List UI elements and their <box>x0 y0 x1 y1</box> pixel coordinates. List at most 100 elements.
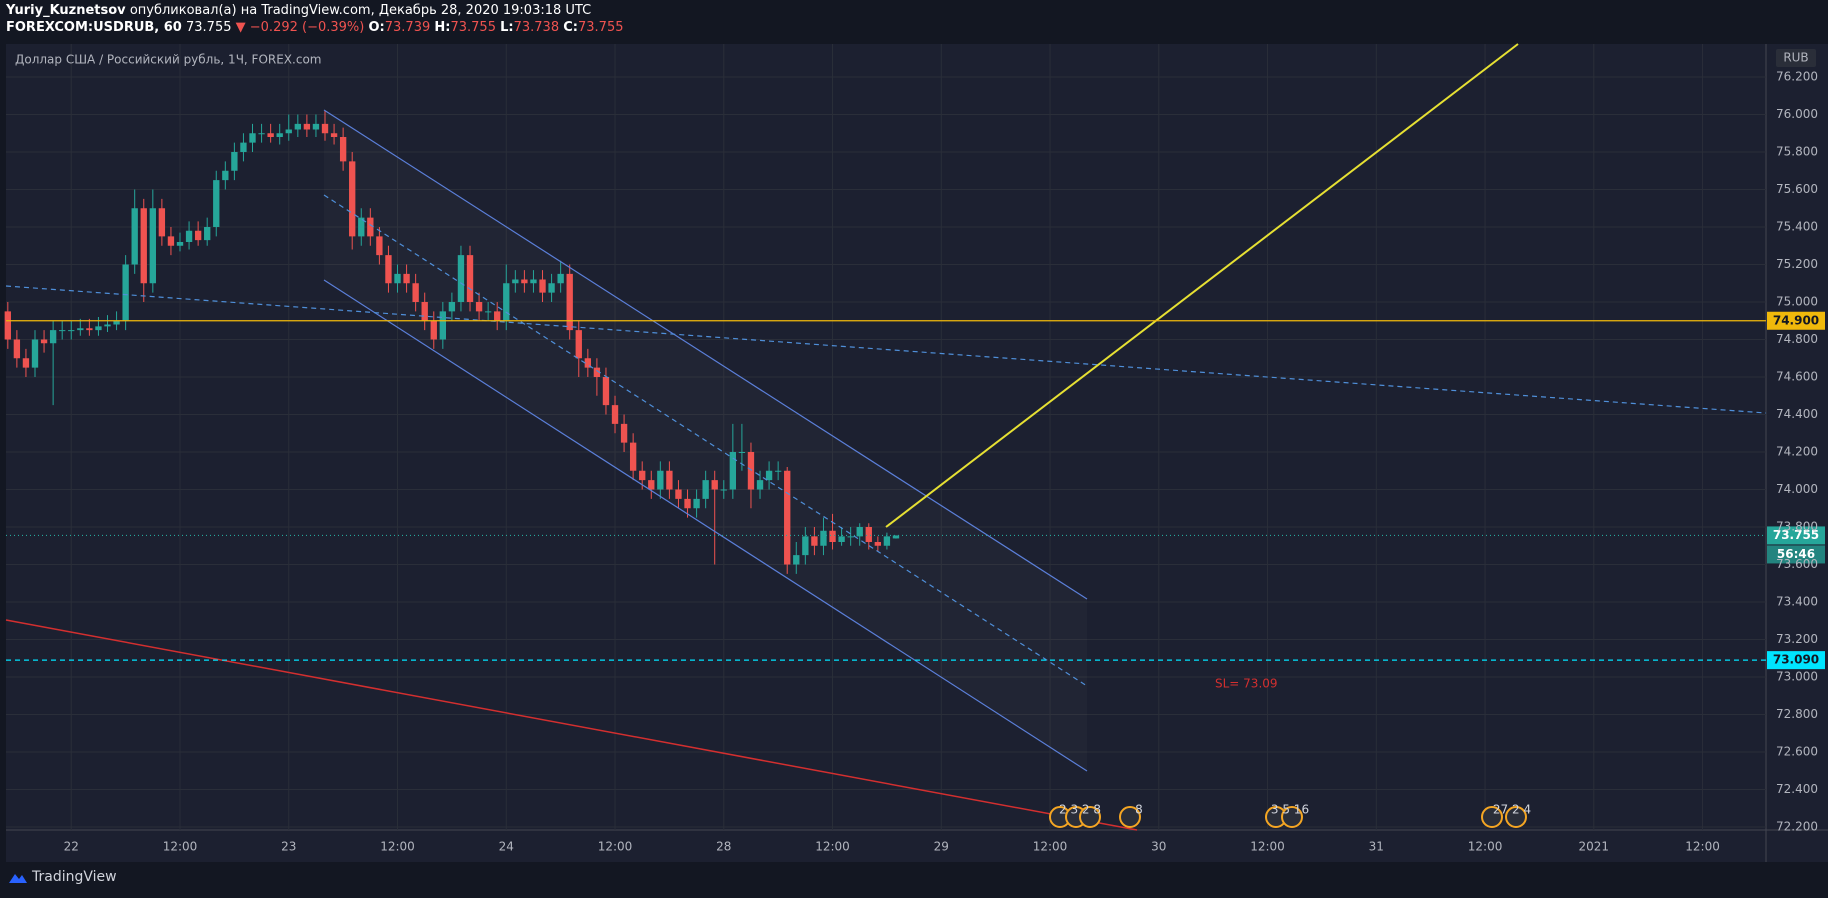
y-tick-label: 75.200 <box>1776 257 1818 271</box>
candle-body <box>430 320 437 340</box>
ohlc-value: 73.738 <box>513 20 560 35</box>
candle-body <box>575 330 582 359</box>
price-tag-label: 73.755 <box>1773 528 1819 542</box>
candle-body <box>648 480 655 490</box>
x-tick-label: 12:00 <box>163 840 198 854</box>
candle-body <box>403 273 410 284</box>
event-count: 3 5 16 <box>1271 803 1309 817</box>
candle-body <box>349 161 356 237</box>
candle-body <box>303 123 311 130</box>
candle-body <box>321 123 329 134</box>
candle-body <box>738 452 746 453</box>
candle-body <box>892 535 900 539</box>
candle-body <box>412 283 419 302</box>
y-tick-label: 73.600 <box>1776 557 1818 571</box>
candle-body <box>539 279 546 293</box>
candle-body <box>811 536 818 546</box>
logo-shape <box>9 874 27 883</box>
y-tick-label: 75.600 <box>1776 182 1818 196</box>
annotation: SL= 73.09 <box>1215 677 1278 691</box>
candle-body <box>874 542 882 546</box>
x-tick-label: 28 <box>716 840 731 854</box>
candle-body <box>149 208 156 284</box>
y-tick-label: 73.800 <box>1776 520 1818 534</box>
event-count: 8 <box>1135 803 1143 817</box>
candle-body <box>204 227 211 241</box>
y-tick-label: 72.600 <box>1776 745 1818 759</box>
y-tick-label: 73.000 <box>1776 670 1818 684</box>
candle-body <box>68 330 75 332</box>
candle-body <box>13 339 21 359</box>
candle-body <box>294 123 301 130</box>
candle-body <box>95 326 102 331</box>
candle-body <box>747 452 755 490</box>
y-tick-label: 73.400 <box>1776 595 1818 609</box>
y-tick-label: 76.000 <box>1776 107 1818 121</box>
candle-body <box>620 423 628 443</box>
candle-body <box>784 470 791 565</box>
x-tick-label: 12:00 <box>1468 840 1503 854</box>
candle-body <box>258 133 265 135</box>
price-tag <box>1767 651 1825 670</box>
candle-body <box>629 442 637 471</box>
event-icon <box>1481 806 1503 828</box>
price-axis <box>1766 44 1828 862</box>
candle-body <box>512 279 519 284</box>
candle-body <box>421 302 428 321</box>
candle-body <box>838 536 845 542</box>
candle-body <box>312 123 320 130</box>
candle-body <box>765 470 773 481</box>
x-tick-label: 12:00 <box>380 840 415 854</box>
candle-body <box>602 377 610 406</box>
candle-body <box>376 236 383 256</box>
x-tick-label: 12:00 <box>815 840 850 854</box>
candle-body <box>639 470 646 481</box>
y-tick-label: 74.400 <box>1776 407 1818 421</box>
candle-body <box>104 324 111 327</box>
pane <box>6 44 1766 830</box>
candle-body <box>774 470 782 472</box>
candle-body <box>865 527 872 542</box>
y-tick-label: 72.800 <box>1776 707 1818 721</box>
ohlc-value: 73.755 <box>578 20 624 35</box>
time-axis <box>6 830 1766 862</box>
ohlc-label: H: <box>434 20 451 35</box>
y-tick-label: 72.200 <box>1776 820 1818 834</box>
candle-body <box>557 273 564 284</box>
candle-body <box>358 217 365 237</box>
y-tick-label: 74.000 <box>1776 482 1818 496</box>
candle-body <box>267 133 274 137</box>
event-count: 27 2 4 <box>1493 803 1531 817</box>
x-tick-label: 12:00 <box>1685 840 1720 854</box>
channel-upper <box>323 109 1088 600</box>
candle-body <box>394 273 401 284</box>
levels: 74.900 73.755 56:46 73.090 <box>6 311 1825 670</box>
candle-body <box>4 311 11 340</box>
event-icon <box>1281 806 1303 828</box>
candle-body <box>249 133 256 143</box>
candle-body <box>131 208 138 265</box>
candle-body <box>521 279 528 284</box>
candle-body <box>385 255 392 284</box>
candle-body <box>240 142 247 152</box>
candle-body <box>22 358 30 368</box>
event-icon <box>1079 806 1101 828</box>
channel-mid <box>323 194 1088 687</box>
candle-body <box>611 405 619 424</box>
channel-lower <box>323 279 1088 772</box>
y-tick-label: 74.600 <box>1776 370 1818 384</box>
candle-body <box>86 328 93 331</box>
currency-box <box>1776 49 1816 67</box>
trend-red <box>5 619 1138 831</box>
candle-body <box>339 137 347 162</box>
candle-body <box>820 530 827 546</box>
symbol: FOREXCOM:USDRUB, 60 <box>6 20 182 35</box>
x-tick-label: 12:00 <box>598 840 633 854</box>
candle-body <box>466 255 474 302</box>
candle-body <box>494 311 501 321</box>
candle-body <box>720 489 727 491</box>
y-tick-label: 75.000 <box>1776 295 1818 309</box>
candle-body <box>856 527 863 537</box>
countdown: 56:46 <box>1777 547 1815 561</box>
candle-body <box>666 470 673 490</box>
